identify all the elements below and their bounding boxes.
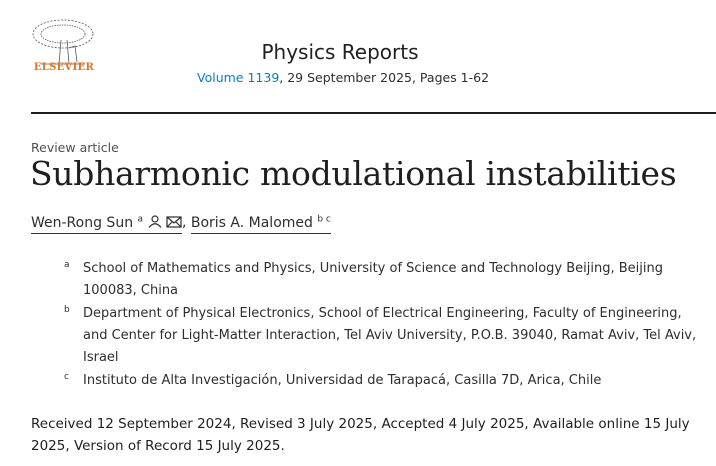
- publisher-name: ELSEVIER: [33, 62, 95, 73]
- person-icon: [148, 215, 161, 228]
- elsevier-tree-logo[interactable]: [31, 12, 95, 74]
- affiliation: b Department of Physical Electronics, Sch…: [64, 305, 697, 365]
- article-title: Subharmonic modulational instabilities: [30, 154, 677, 193]
- divider: [31, 112, 716, 114]
- volume-link[interactable]: Volume 1139: [197, 70, 280, 85]
- affiliation: c Instituto de Alta Investigación, Univer…: [64, 372, 602, 388]
- email-icon: [166, 216, 182, 228]
- volume-info: Volume 1139, 29 September 2025, Pages 1-…: [197, 70, 489, 85]
- journal-title[interactable]: Physics Reports: [261, 40, 419, 64]
- article-type: Review article: [31, 140, 119, 155]
- author-list: Wen-Rong Sun a , Boris A. Malomed b c: [31, 214, 331, 234]
- issue-info: , 29 September 2025, Pages 1-62: [279, 70, 490, 85]
- author-link[interactable]: Wen-Rong Sun a: [31, 214, 182, 234]
- article-dates: Received 12 September 2024, Revised 3 Ju…: [31, 416, 690, 454]
- affiliation: a School of Mathematics and Physics, Univ…: [64, 260, 663, 298]
- author-link[interactable]: Boris A. Malomed b c: [190, 214, 331, 234]
